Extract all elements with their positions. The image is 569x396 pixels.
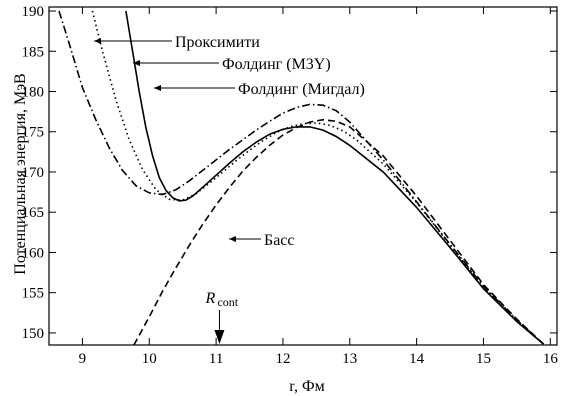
series-line-4 (133, 118, 545, 345)
x-tick-label: 15 (476, 351, 491, 367)
annotation-label: Фолдинг (Мигдал) (238, 81, 365, 98)
leader-arrowhead (229, 236, 236, 242)
annotation-label: Фолдинг (M3Y) (222, 56, 331, 73)
y-axis-title: Потенциальная энергия, МэВ (12, 73, 29, 274)
x-tick-label: 10 (142, 351, 157, 367)
x-tick-label: 16 (543, 351, 559, 367)
x-axis-title: r, Фм (289, 378, 324, 395)
y-tick-label: 175 (22, 125, 45, 141)
annotation-label: Басс (264, 232, 295, 249)
leader-arrowhead (133, 60, 140, 66)
y-tick-label: 185 (22, 44, 45, 60)
x-tick-label: 13 (342, 351, 357, 367)
x-tick-label: 14 (409, 351, 425, 367)
y-tick-label: 155 (22, 286, 45, 302)
x-tick-label: 12 (275, 351, 290, 367)
y-tick-label: 180 (22, 85, 45, 101)
rcont-subscript: cont (217, 295, 238, 309)
y-tick-label: 160 (22, 245, 45, 261)
y-tick-label: 190 (22, 4, 45, 20)
leader-arrowhead (154, 85, 161, 91)
annotation-label: Проксимити (175, 34, 260, 51)
series-line-3 (125, 10, 545, 345)
x-tick-label: 9 (79, 351, 87, 367)
rcont-arrowhead (214, 330, 225, 344)
plot-frame (48, 6, 558, 346)
y-tick-label: 170 (22, 165, 45, 181)
series-line-2 (91, 10, 545, 345)
y-tick-label: 150 (22, 326, 45, 342)
y-tick-label: 165 (22, 205, 45, 221)
rcont-label: R (204, 290, 215, 307)
leader-arrowhead (94, 38, 101, 44)
x-tick-label: 11 (209, 351, 223, 367)
